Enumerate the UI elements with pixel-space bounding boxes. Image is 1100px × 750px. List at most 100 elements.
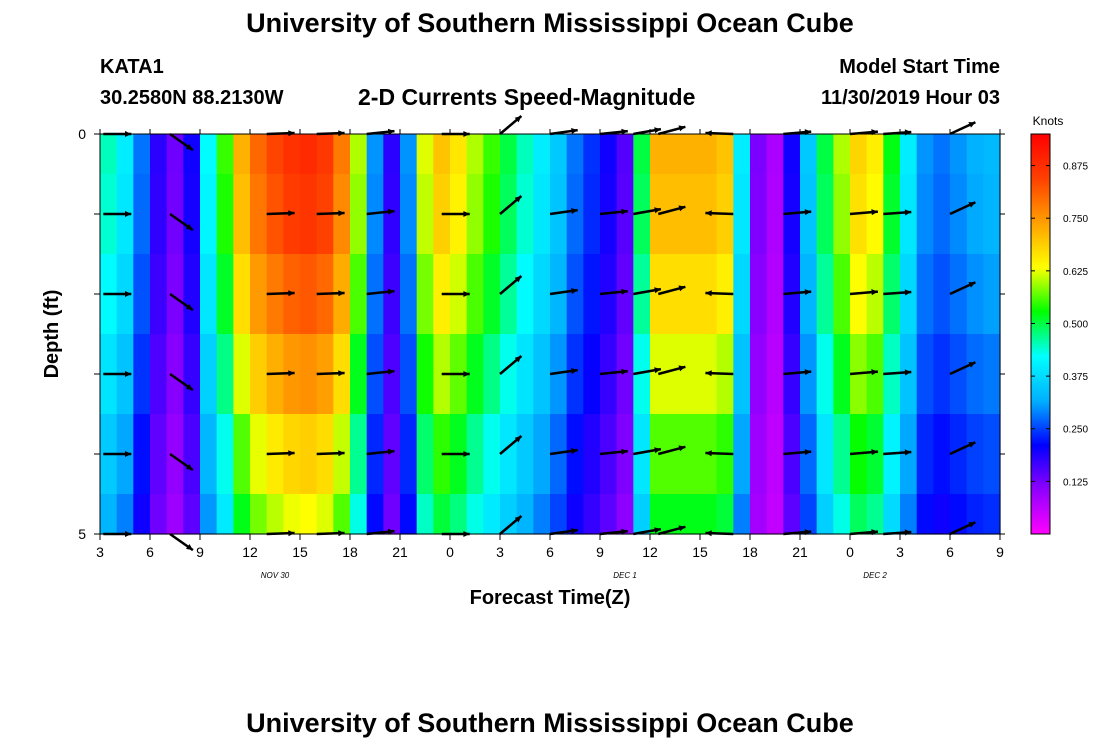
heatmap-cell: [733, 254, 751, 335]
heatmap-cell: [833, 134, 851, 175]
heatmap-cell: [300, 134, 318, 175]
heatmap-cell: [316, 494, 334, 535]
current-vector: [316, 290, 345, 297]
heatmap-cell: [716, 134, 734, 175]
heatmap-cell: [200, 334, 218, 415]
heatmap-cell: [550, 334, 568, 415]
current-vector: [499, 515, 523, 535]
heatmap-cell: [100, 494, 118, 535]
heatmap-cell: [900, 334, 918, 415]
heatmap-cell: [383, 134, 401, 175]
heatmap-cell: [650, 494, 668, 535]
heatmap-cell: [550, 494, 568, 535]
heatmap-cell: [400, 414, 418, 495]
x-tick-label: 21: [392, 544, 408, 560]
heatmap-cell: [566, 494, 584, 535]
heatmap-cell: [350, 334, 368, 415]
current-vector: [316, 210, 345, 217]
heatmap-cell: [933, 494, 951, 535]
heatmap-cell: [600, 134, 618, 175]
heatmap-cell: [133, 174, 151, 255]
heatmap-cell: [516, 174, 534, 255]
heatmap-cell: [133, 134, 151, 175]
heatmap-cell: [583, 494, 601, 535]
heatmap-cell: [683, 134, 701, 175]
heatmap-cell: [300, 494, 318, 535]
heatmap-cell: [966, 254, 984, 335]
current-vector: [633, 127, 662, 136]
heatmap-cell: [383, 254, 401, 335]
heatmap-cell: [350, 254, 368, 335]
heatmap-cell: [283, 134, 301, 175]
heatmap-cell: [833, 414, 851, 495]
heatmap-cell: [816, 414, 834, 495]
heatmap-cell: [800, 254, 818, 335]
heatmap-cell: [950, 254, 968, 335]
heatmap-cell: [400, 494, 418, 535]
heatmap-cell: [933, 334, 951, 415]
heatmap-cell: [866, 134, 884, 175]
current-vector: [657, 445, 686, 456]
current-vector: [883, 369, 912, 376]
x-tick-label: 9: [196, 544, 204, 560]
current-vector: [549, 208, 578, 216]
heatmap-cell: [383, 494, 401, 535]
current-vector: [633, 447, 662, 456]
heatmap-cell: [216, 174, 234, 255]
heatmap-cell: [400, 174, 418, 255]
current-vector: [599, 368, 628, 376]
heatmap-cell: [750, 334, 768, 415]
heatmap-cell: [416, 134, 434, 175]
heatmap-cell: [716, 494, 734, 535]
heatmap-cell: [666, 494, 684, 535]
current-vector: [441, 291, 470, 297]
x-tick-label: 3: [496, 544, 504, 560]
heatmap-cell: [183, 414, 201, 495]
heatmap-cell: [183, 494, 201, 535]
heatmap-cell: [900, 254, 918, 335]
heatmap-cell: [100, 134, 118, 175]
heatmap-cell: [850, 494, 868, 535]
heatmap-cell: [566, 334, 584, 415]
heatmap-cell: [583, 254, 601, 335]
heatmap-cell: [950, 134, 968, 175]
heatmap-cell: [466, 494, 484, 535]
current-vector: [441, 371, 470, 377]
heatmap-cell: [633, 254, 651, 335]
colorbar-units: Knots: [1033, 114, 1064, 128]
heatmap-cell: [266, 134, 284, 175]
current-vector: [599, 288, 628, 296]
heatmap-cell: [833, 334, 851, 415]
heatmap-cell: [933, 134, 951, 175]
heatmap-cell: [483, 174, 501, 255]
colorbar-ramp: [1030, 133, 1051, 535]
heatmap-cell: [533, 134, 551, 175]
heatmap-cell: [116, 134, 134, 175]
heatmap-cell: [183, 174, 201, 255]
heatmap-cell: [350, 414, 368, 495]
heatmap-cell: [916, 414, 934, 495]
heatmap-cell: [516, 254, 534, 335]
heatmap-cell: [216, 414, 234, 495]
current-vector: [366, 448, 395, 456]
heatmap-cell: [383, 174, 401, 255]
heatmap-cell: [350, 174, 368, 255]
heatmap-cell: [800, 334, 818, 415]
heatmap-cell: [916, 254, 934, 335]
current-vector: [266, 210, 295, 217]
x-tick-label: 6: [946, 544, 954, 560]
heatmap-cell: [216, 334, 234, 415]
heatmap-cell: [583, 414, 601, 495]
heatmap-cell: [933, 174, 951, 255]
station-coordinates: 30.2580N 88.2130W: [100, 87, 284, 109]
heatmap-cell: [633, 174, 651, 255]
current-vector: [949, 201, 976, 216]
heatmap-cell: [750, 254, 768, 335]
heatmap-cell: [416, 174, 434, 255]
heatmap-cell: [916, 174, 934, 255]
current-vector: [549, 448, 578, 456]
heatmap-cell: [616, 334, 634, 415]
heatmap-cell: [816, 174, 834, 255]
heatmap-cell: [750, 414, 768, 495]
current-vector: [549, 528, 578, 536]
